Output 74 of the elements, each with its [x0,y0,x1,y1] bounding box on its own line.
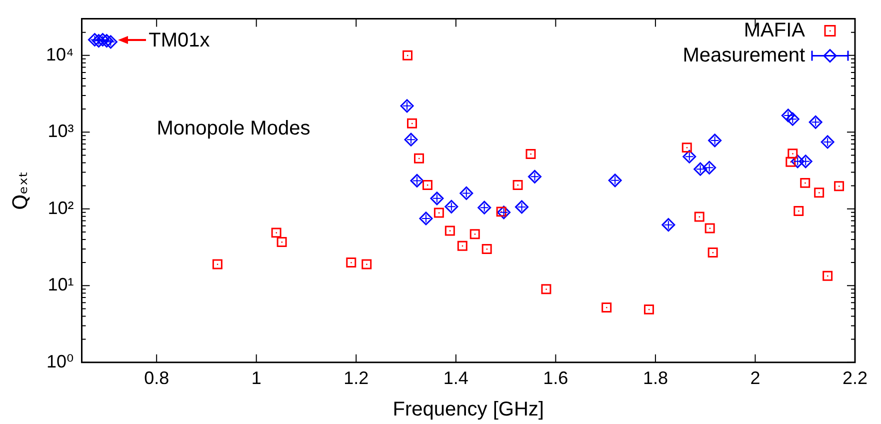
point [541,284,552,294]
point [808,115,822,129]
point [794,206,804,216]
x-tick-label: 1 [251,368,262,388]
point [644,304,654,314]
x-tick-label: 1.2 [344,368,369,388]
point [814,188,824,198]
point [276,237,287,248]
legend-label: Measurement [682,44,806,66]
x-tick-label: 0.8 [144,368,170,388]
point [346,258,356,268]
point [781,108,795,122]
y-tick-label: 10¹ [48,274,74,295]
point [834,181,844,192]
point [497,206,511,220]
point [362,259,372,270]
point [704,223,715,234]
y-axis-title: Qₑₓₜ [8,171,32,210]
x-axis-title: Frequency [GHz] [392,398,544,421]
point [430,192,444,206]
point [528,170,542,184]
point [470,229,480,240]
point [100,34,114,48]
point [410,174,424,188]
annotation: TM01x [148,29,210,52]
point [444,226,455,236]
point [702,160,716,174]
point [788,148,798,159]
point [786,112,800,126]
point [422,180,432,190]
y-tick-label: 10⁰ [46,351,74,372]
point [402,50,413,60]
point [526,148,536,159]
point [271,228,282,238]
point [88,33,102,46]
y-tick-label: 10³ [48,121,74,142]
y-tick-label: 10² [48,198,74,218]
x-tick-label: 1.6 [543,368,568,388]
point [798,154,812,168]
point [822,270,833,281]
point [800,178,810,188]
point [212,259,222,270]
point [662,218,676,232]
point [404,132,418,146]
point [482,244,492,254]
point [414,153,424,164]
annotation: Monopole Modes [156,117,310,140]
legend-label: MAFIA [744,19,806,42]
point [419,212,433,226]
point [694,162,708,176]
point [407,118,417,128]
y-tick-label: 10⁴ [46,44,74,64]
point [515,200,529,214]
point [434,208,444,218]
point [682,150,696,164]
x-tick-label: 2 [750,368,760,388]
point [512,180,523,190]
point [400,99,414,113]
point [478,200,492,214]
x-tick-label: 1.4 [443,368,468,388]
point [708,134,722,148]
point [708,248,718,258]
point [602,302,612,312]
point [790,154,804,168]
point [820,135,834,149]
x-tick-label: 1.8 [642,368,668,388]
point [444,200,458,214]
point [460,186,474,200]
x-tick-label: 2.2 [842,368,868,388]
point [694,212,704,222]
point [457,240,468,251]
point [786,156,796,167]
point [608,174,622,188]
point [682,142,692,153]
